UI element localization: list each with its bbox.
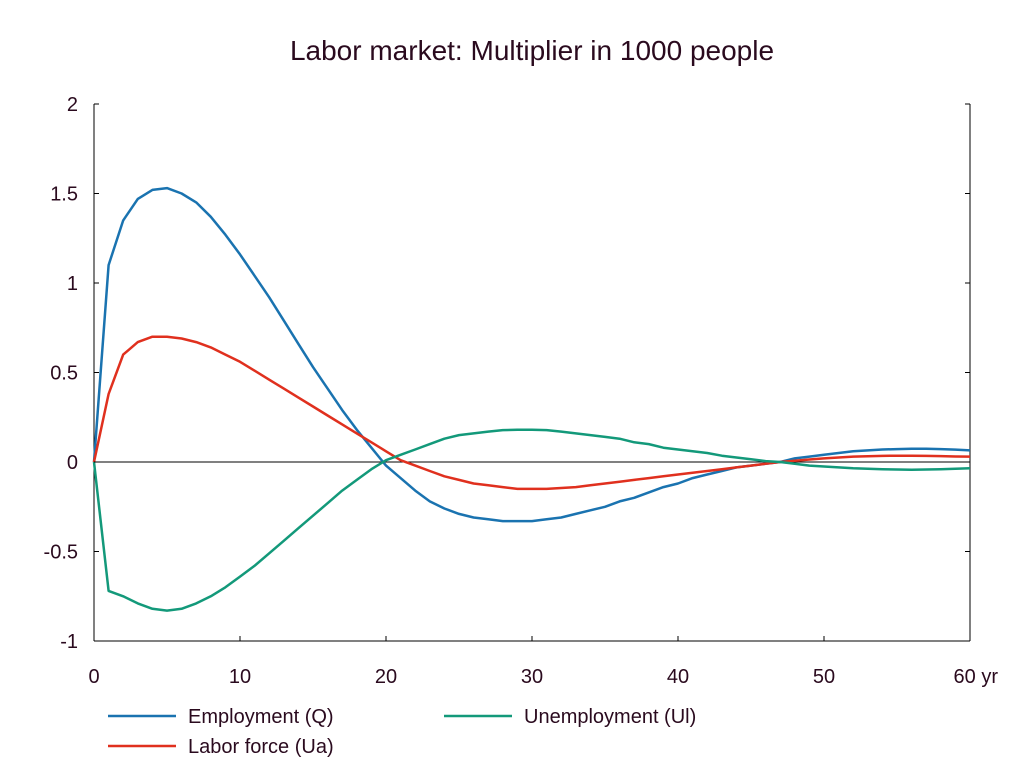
legend: Employment (Q) Unemployment (Ul) Labor for…	[108, 706, 696, 758]
x-tick-label: 30	[521, 666, 543, 688]
tick-group: -1-0.500.511.520 10 20 30 40 50 60 yr	[44, 94, 999, 688]
x-tick-label: 50	[813, 666, 835, 688]
series-line-labor-force-ua	[92, 335, 971, 491]
legend-label: Employment (Q)	[188, 706, 334, 728]
x-tick-label: 40	[667, 666, 689, 688]
x-tick-label: 20	[375, 666, 397, 688]
x-tick-label: 10	[229, 666, 251, 688]
chart-title: Labor market: Multiplier in 1000 people	[290, 35, 774, 66]
y-tick-label: 0	[67, 452, 78, 474]
x-tick-label: 0	[88, 666, 99, 688]
y-tick-label: -0.5	[44, 542, 78, 564]
series-line-employment-q	[92, 186, 971, 523]
plot-frame	[93, 104, 971, 642]
y-tick-label: -1	[60, 631, 78, 653]
series-line-unemployment-ul	[92, 428, 971, 612]
series-group	[92, 186, 971, 612]
y-tick-label: 1.5	[50, 184, 78, 206]
y-tick-label: 1	[67, 273, 78, 295]
x-tick-label: 60 yr	[954, 666, 999, 688]
y-tick-label: 2	[67, 94, 78, 116]
legend-label: Unemployment (Ul)	[524, 706, 696, 728]
y-tick-label: 0.5	[50, 363, 78, 385]
legend-label: Labor force (Ua)	[188, 736, 334, 758]
